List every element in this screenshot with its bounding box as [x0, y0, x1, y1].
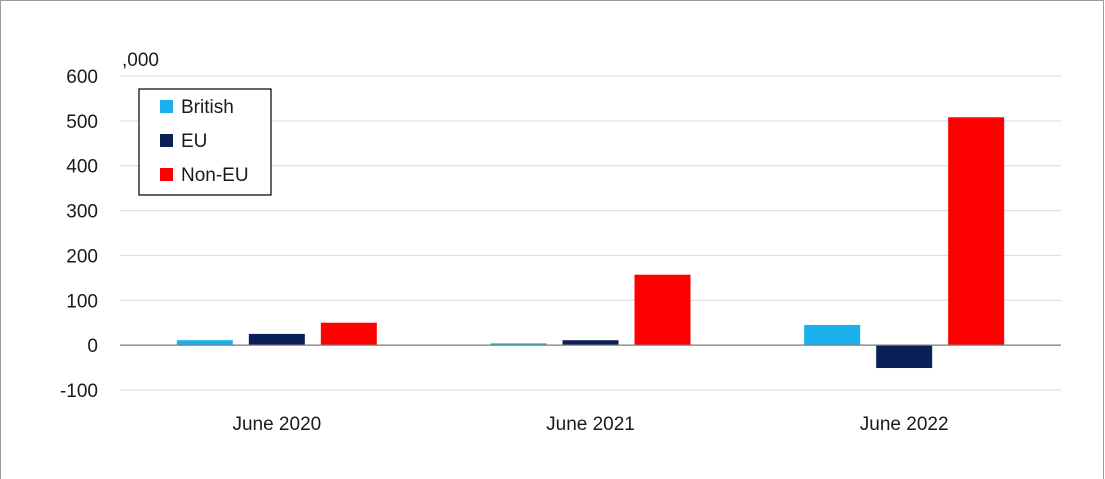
legend: British EU Non-EU: [138, 88, 272, 196]
y-tick-label: 500: [66, 112, 98, 133]
x-axis-labels: June 2020 June 2021 June 2022: [232, 414, 948, 435]
legend-label: British: [181, 97, 234, 118]
bar-british-2: [490, 343, 547, 346]
bar-non-eu-3: [948, 117, 1005, 346]
legend-label: Non-EU: [181, 165, 249, 186]
y-tick-label: 100: [66, 291, 98, 312]
bars: [176, 117, 1005, 369]
y-tick-label: 300: [66, 202, 98, 223]
y-axis-ticks: 600 500 400 300 200 100 0 -100: [60, 67, 98, 402]
x-tick-label: June 2021: [546, 414, 635, 435]
y-axis-unit-label: ,000: [122, 50, 159, 71]
y-tick-label: 600: [66, 67, 98, 88]
bar-british-1: [176, 340, 233, 346]
x-tick-label: June 2022: [860, 414, 949, 435]
bar-non-eu-2: [634, 274, 691, 346]
legend-swatch: [160, 100, 173, 113]
bar-eu-3: [876, 345, 933, 369]
gridlines: [120, 75, 1061, 391]
y-tick-label: 400: [66, 157, 98, 178]
y-tick-label: 200: [66, 246, 98, 267]
bar-non-eu-1: [320, 322, 377, 346]
bar-eu-2: [562, 340, 619, 346]
legend-swatch: [160, 168, 173, 181]
bar-british-3: [804, 324, 861, 346]
legend-label: EU: [181, 131, 207, 152]
y-tick-label: 0: [87, 336, 98, 357]
y-tick-label: -100: [60, 381, 98, 402]
x-tick-label: June 2020: [232, 414, 321, 435]
bar-eu-1: [248, 333, 305, 346]
legend-swatch: [160, 134, 173, 147]
